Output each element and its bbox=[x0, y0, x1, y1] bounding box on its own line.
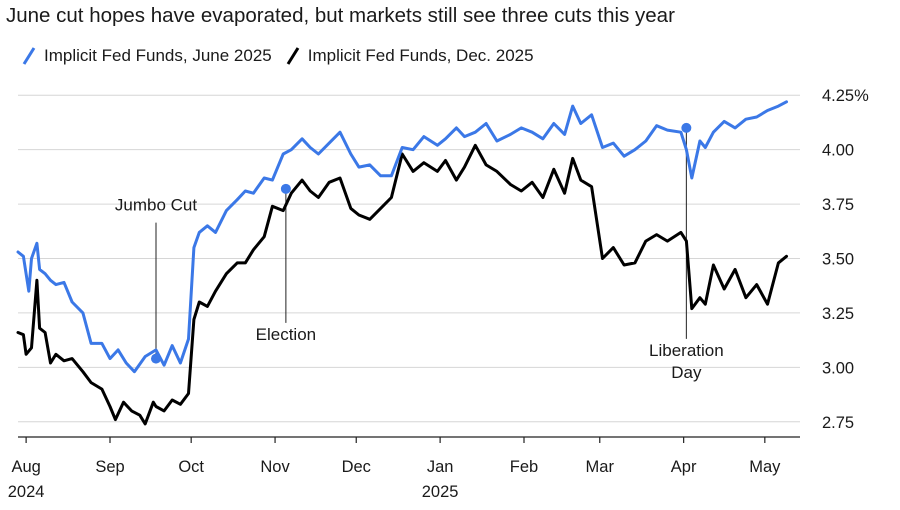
x-tick-label: Nov bbox=[260, 458, 290, 476]
x-tick-label: Jan bbox=[427, 458, 454, 476]
x-tick-label: Feb bbox=[510, 458, 538, 476]
x-tick-label: Sep bbox=[95, 458, 124, 476]
annotation-marker bbox=[280, 183, 291, 194]
y-tick-label: 3.00 bbox=[822, 359, 854, 377]
y-tick-label: 2.75 bbox=[822, 414, 854, 432]
legend-label-june: Implicit Fed Funds, June 2025 bbox=[44, 46, 272, 65]
annotations: Jumbo Cut Election Liberation Day bbox=[115, 127, 724, 382]
annotation-label: Liberation Day bbox=[649, 341, 724, 382]
annotation-label: Jumbo Cut bbox=[115, 196, 197, 215]
series-line-dec-2025 bbox=[16, 143, 788, 426]
annotation-marker bbox=[151, 353, 161, 364]
legend-item-june: Implicit Fed Funds, June 2025 bbox=[22, 46, 272, 66]
y-tick-label: 4.25% bbox=[822, 87, 869, 105]
x-tick-label: Oct bbox=[178, 458, 204, 476]
x-tick-label: Apr bbox=[671, 458, 697, 476]
y-tick-label: 4.00 bbox=[822, 142, 854, 160]
series-lines bbox=[16, 100, 788, 426]
legend-swatch-dec bbox=[286, 47, 300, 65]
annotation-marker bbox=[681, 122, 692, 133]
x-tick-label: May bbox=[749, 458, 781, 476]
y-tick-label: 3.50 bbox=[822, 251, 854, 269]
chart-legend: Implicit Fed Funds, June 2025 Implicit F… bbox=[22, 46, 548, 66]
legend-label-dec: Implicit Fed Funds, Dec. 2025 bbox=[307, 46, 534, 65]
x-tick-label: Aug bbox=[11, 458, 40, 476]
legend-swatch-june bbox=[22, 47, 36, 65]
x-tick-year: 2024 bbox=[8, 483, 45, 501]
x-tick-year: 2025 bbox=[422, 483, 459, 501]
y-tick-label: 3.25 bbox=[822, 305, 854, 323]
x-axis: Aug 2024 Sep Oct Nov Dec Jan 2025 Feb Mar Apr May bbox=[8, 436, 800, 501]
series-line-june-2025 bbox=[16, 100, 788, 374]
legend-item-dec: Implicit Fed Funds, Dec. 2025 bbox=[286, 46, 534, 66]
chart-title: June cut hopes have evaporated, but mark… bbox=[6, 4, 675, 27]
x-tick-label: Dec bbox=[342, 458, 371, 476]
y-axis: 4.25% 4.00 3.75 3.50 3.25 3.00 2.75 bbox=[822, 87, 869, 432]
annotation-label: Election bbox=[256, 325, 316, 344]
y-tick-label: 3.75 bbox=[822, 196, 854, 214]
x-tick-label: Mar bbox=[586, 458, 615, 476]
